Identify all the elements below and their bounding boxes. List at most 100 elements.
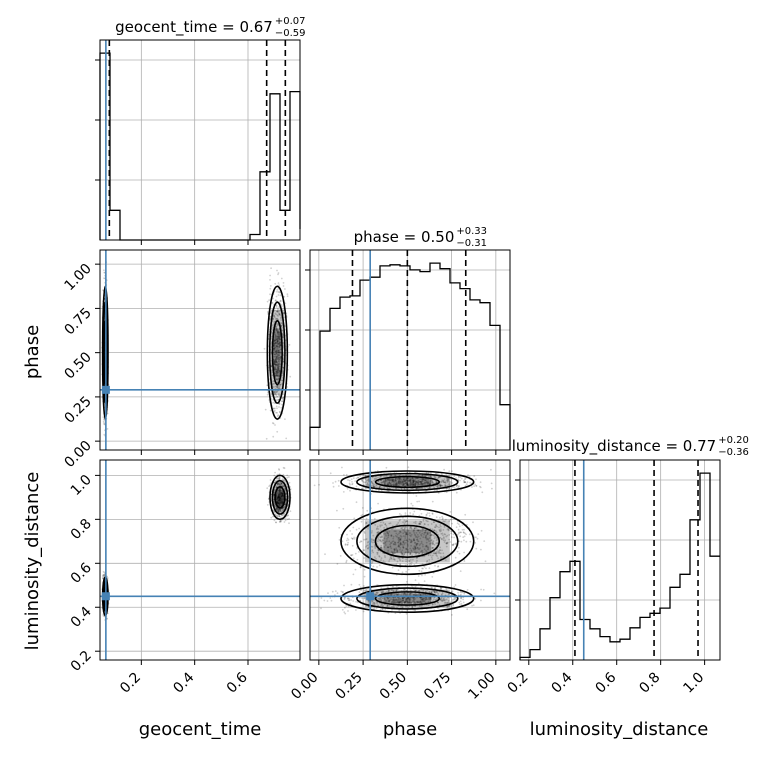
sample-point <box>288 522 290 525</box>
sample-point <box>351 483 353 486</box>
sample-point <box>277 294 280 296</box>
sample-point <box>277 414 280 416</box>
sample-point <box>349 602 352 605</box>
truth-marker <box>101 592 110 601</box>
sample-point <box>345 473 348 476</box>
sample-point <box>269 293 271 296</box>
sample-point <box>275 371 278 374</box>
sample-point <box>276 269 278 272</box>
sample-point <box>348 479 351 482</box>
sample-point <box>480 588 482 591</box>
sample-point <box>343 611 346 613</box>
sample-point <box>276 385 279 388</box>
sample-point <box>288 476 290 478</box>
sample-point <box>278 363 280 366</box>
sample-point <box>286 293 289 296</box>
sample-point <box>278 313 281 316</box>
sample-point <box>286 476 289 479</box>
x-tick-label: 0.4 <box>170 669 197 696</box>
sample-point <box>278 370 281 373</box>
sample-point <box>272 435 275 438</box>
sample-point <box>280 516 283 519</box>
sample-point <box>273 342 276 345</box>
sample-point <box>269 287 272 290</box>
sample-point <box>270 371 273 374</box>
sample-point <box>277 308 280 311</box>
sample-point <box>278 346 281 349</box>
sample-point <box>275 310 278 312</box>
sample-point <box>269 409 272 412</box>
sample-point <box>268 485 270 488</box>
sample-point <box>272 297 274 300</box>
sample-point <box>267 310 269 313</box>
sample-point <box>453 475 456 478</box>
sample-point <box>278 337 281 339</box>
sample-point <box>462 601 465 604</box>
sample-point <box>278 290 280 293</box>
y-tick-label: 0.25 <box>61 393 94 426</box>
sample-point <box>102 416 105 419</box>
sample-point <box>407 466 410 469</box>
sample-point <box>346 487 349 490</box>
sample-point <box>282 335 284 337</box>
sample-point <box>355 600 357 603</box>
y-tick-label: 0.2 <box>68 648 95 675</box>
sample-point <box>278 354 280 357</box>
sample-point <box>464 477 467 480</box>
panels-layer: 0.000.250.500.751.000.2 0.4 0.60.20.40.60.… <box>61 39 721 703</box>
sample-point <box>276 407 278 410</box>
sample-point <box>466 589 469 591</box>
sample-point <box>275 352 278 354</box>
sample-point <box>280 406 283 409</box>
sample-point <box>274 299 277 302</box>
sample-point <box>282 285 285 287</box>
sample-point <box>277 358 280 361</box>
sample-point <box>443 468 445 471</box>
sample-point <box>281 398 284 400</box>
sample-point <box>274 336 277 338</box>
sample-point <box>274 363 277 366</box>
sample-point <box>313 484 316 487</box>
sample-point <box>278 410 281 413</box>
y-tick-label: 0.75 <box>61 305 94 338</box>
sample-point <box>450 479 453 481</box>
sample-point <box>451 482 454 484</box>
sample-point <box>278 312 281 315</box>
sample-point <box>275 521 277 524</box>
y-tick-label: 0.6 <box>68 560 95 587</box>
sample-point <box>459 600 462 603</box>
sample-point <box>269 279 271 281</box>
sample-point <box>320 607 322 610</box>
sample-point <box>276 370 279 373</box>
sample-point <box>275 329 278 331</box>
sample-point <box>337 485 340 487</box>
sample-point <box>357 476 360 479</box>
sample-point <box>276 343 279 346</box>
sample-point <box>385 466 388 469</box>
sample-point <box>284 519 287 522</box>
sample-point <box>347 479 349 481</box>
sample-point <box>281 400 284 403</box>
sample-point <box>276 322 279 325</box>
sample-point <box>280 277 283 280</box>
sample-point <box>276 327 279 330</box>
sample-point <box>274 367 277 370</box>
sample-point <box>493 592 496 595</box>
sample-point <box>471 486 473 488</box>
panel-frame <box>309 249 511 451</box>
sample-point <box>277 367 280 370</box>
sample-point <box>351 481 353 483</box>
sample-point <box>490 468 492 471</box>
sample-point <box>349 489 351 492</box>
y-tick-label: 1.00 <box>61 261 94 294</box>
sample-point <box>355 485 358 488</box>
sample-point <box>282 466 285 469</box>
sample-point <box>270 267 272 270</box>
panel-phase-phase <box>305 249 511 455</box>
sample-point <box>103 419 106 422</box>
sample-point <box>102 420 105 423</box>
sample-point <box>274 424 276 426</box>
sample-point <box>341 466 343 469</box>
sample-point <box>284 517 287 520</box>
sample-point <box>279 351 281 353</box>
